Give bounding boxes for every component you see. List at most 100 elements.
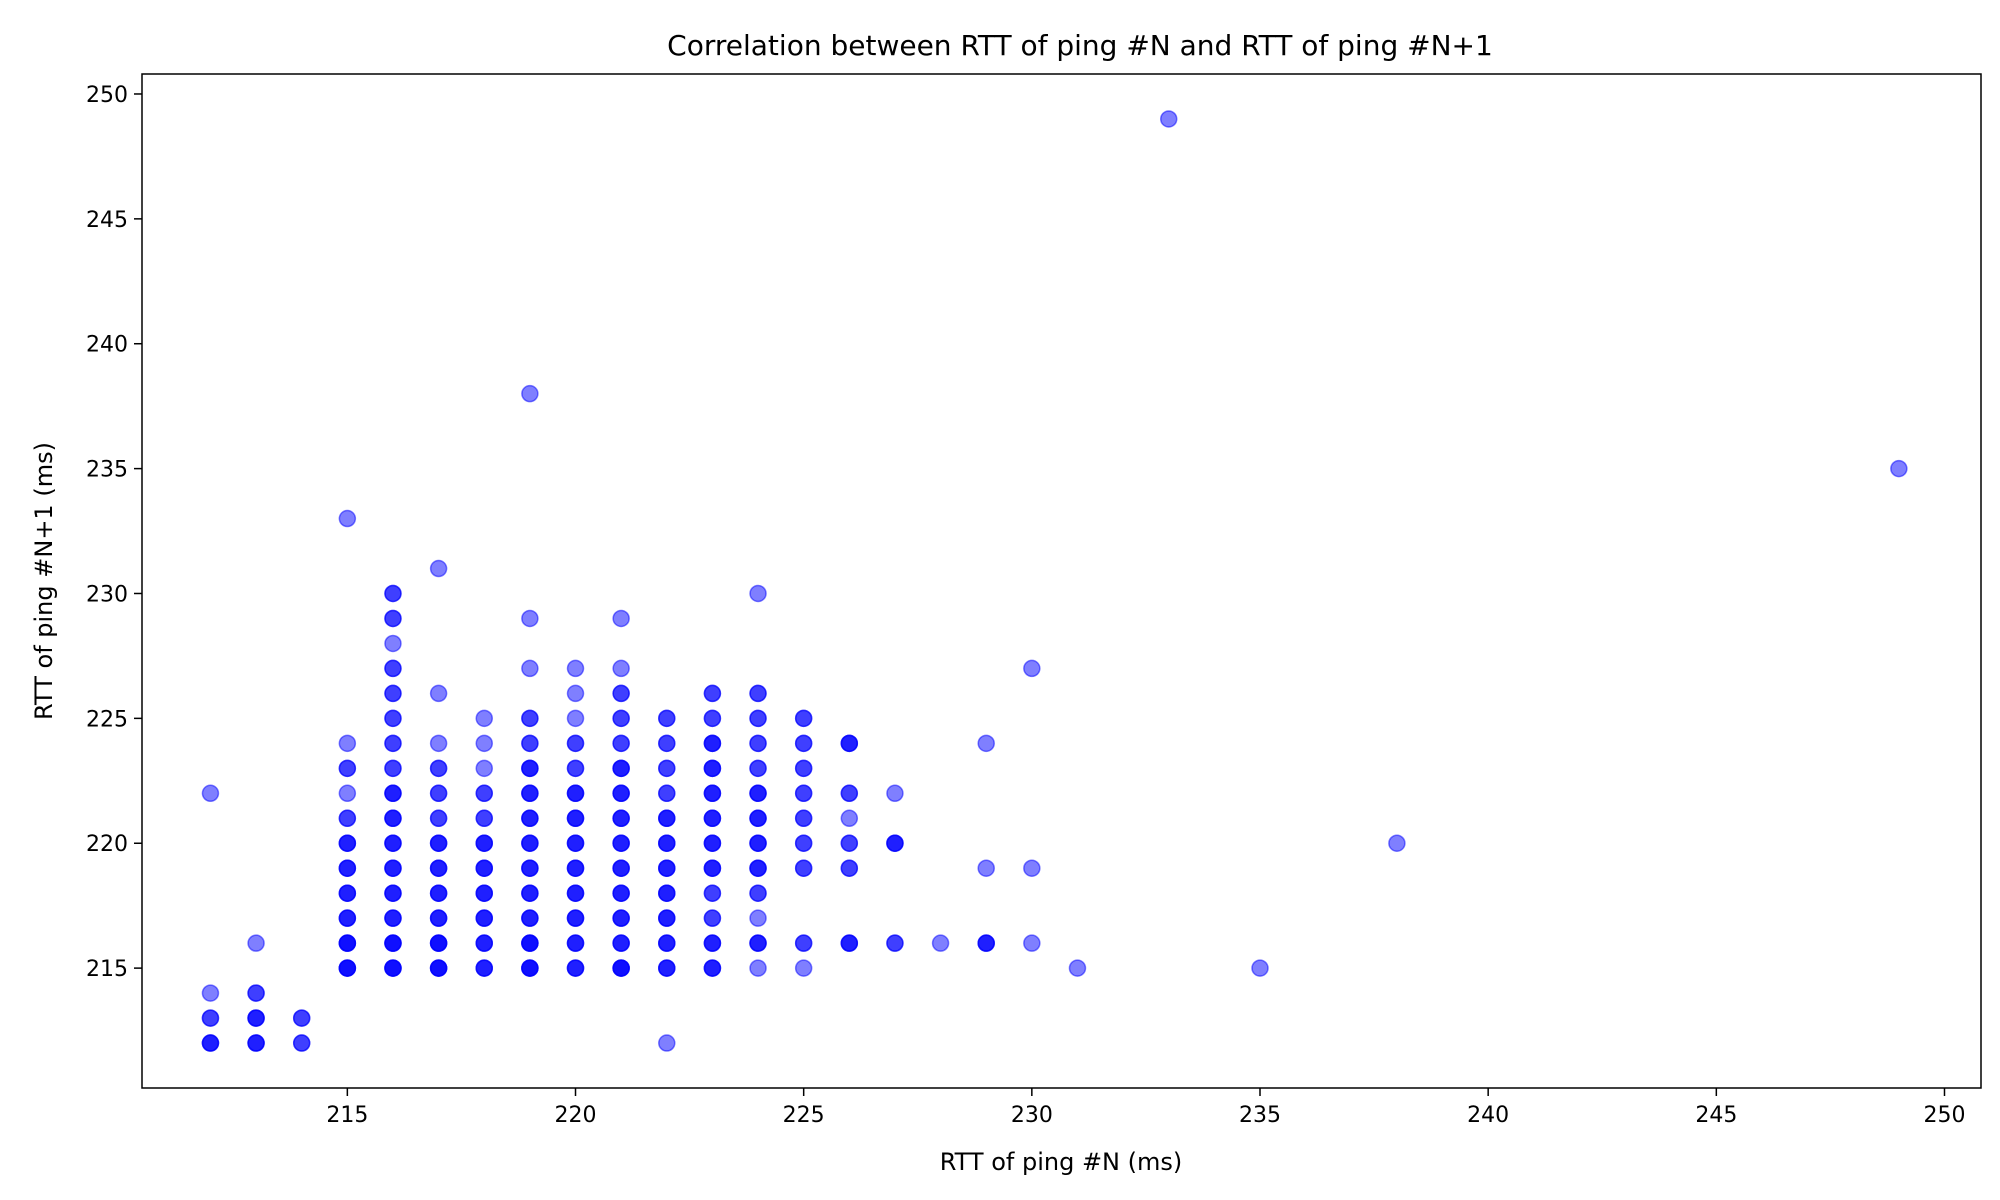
data-point [703,784,722,803]
data-point [292,1034,311,1052]
data-point [749,784,767,803]
x-tick-label: 250 [1923,1103,1965,1128]
data-point [429,884,448,902]
data-point [429,959,448,977]
data-point [429,784,448,803]
data-point [658,909,676,927]
data-point [521,659,539,678]
data-point [384,884,402,902]
data-point [429,909,448,927]
data-point [840,734,859,753]
x-tick-label: 225 [783,1103,825,1128]
data-point [338,909,357,927]
data-point [475,784,493,803]
data-point [201,1034,220,1052]
data-point [384,759,402,778]
data-point [794,784,813,803]
data-point [566,884,585,902]
data-point [566,759,585,778]
x-tick-label: 230 [1011,1103,1053,1128]
data-point [429,559,448,578]
data-point [612,784,630,803]
data-point [612,709,630,728]
data-point [384,784,402,803]
data-point [1023,859,1041,877]
data-point [658,1034,676,1052]
data-point [475,809,493,828]
data-point [612,809,630,828]
data-point [749,859,767,877]
data-point [338,959,357,977]
y-axis-label: RTT of ping #N+1 (ms) [30,442,58,720]
data-point [475,709,493,728]
data-point [749,684,767,703]
data-point [247,1034,265,1052]
data-point [521,759,539,778]
data-point [338,784,357,803]
data-point [384,659,402,678]
data-point [749,909,767,927]
data-point [384,809,402,828]
data-point [658,784,676,803]
data-point [612,884,630,902]
data-point [384,684,402,703]
data-point [566,684,585,703]
data-point [794,859,813,877]
data-point [429,859,448,877]
data-point [703,759,722,778]
data-point [658,959,676,977]
y-tick-label: 245 [86,208,128,233]
y-tick-label: 250 [86,83,128,108]
data-point [521,884,539,902]
data-point [338,934,357,952]
data-point [703,734,722,753]
data-point [338,834,357,852]
data-point [612,909,630,927]
data-point [612,834,630,852]
data-point [749,884,767,902]
data-point [521,384,539,403]
data-point [612,609,630,628]
x-tick-label: 235 [1239,1103,1281,1128]
data-point [658,759,676,778]
data-point [1023,934,1041,952]
data-point [521,834,539,852]
data-point [384,859,402,877]
data-point [658,834,676,852]
y-axis-ticks: 215 220 225 230 235 240 245 250 [86,83,142,982]
data-point [429,684,448,703]
data-point [794,959,813,977]
data-point [658,934,676,952]
data-point [384,834,402,852]
data-point [794,709,813,728]
data-point [521,609,539,628]
data-point [749,809,767,828]
data-point [703,684,722,703]
x-tick-label: 215 [326,1103,368,1128]
data-point [840,809,859,828]
data-point [521,959,539,977]
data-point [612,734,630,753]
data-point [840,934,859,952]
data-point [384,934,402,952]
data-point [703,859,722,877]
data-point [384,709,402,728]
y-tick-label: 220 [86,832,128,857]
data-point [566,934,585,952]
data-point [338,809,357,828]
data-point [703,834,722,852]
data-point [338,509,357,528]
data-point [338,884,357,902]
data-point [612,934,630,952]
data-point [521,784,539,803]
data-point [566,734,585,753]
data-point [794,759,813,778]
data-point [247,984,265,1002]
data-point [521,909,539,927]
x-tick-label: 240 [1467,1103,1509,1128]
x-axis-ticks: 215 220 225 230 235 240 245 250 [326,1088,1965,1128]
data-point [201,984,220,1002]
data-point [429,759,448,778]
